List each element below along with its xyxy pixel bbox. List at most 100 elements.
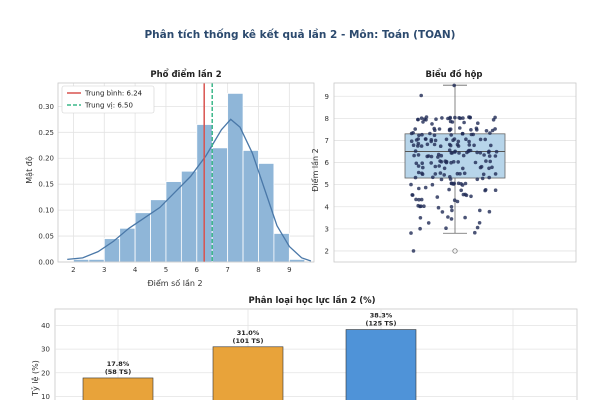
classification-bar-value-label: 17.8% xyxy=(107,360,130,368)
histogram-legend: Trung bình: 6.24 Trung vị: 6.50 xyxy=(61,85,155,114)
data-point xyxy=(440,116,444,120)
data-point xyxy=(409,139,414,143)
data-point xyxy=(449,217,454,221)
outlier-point xyxy=(452,248,458,254)
boxplot-y-tick-label: 6 xyxy=(325,159,330,167)
data-point xyxy=(452,83,457,88)
data-point xyxy=(455,199,460,204)
histogram-x-tick-label: 7 xyxy=(225,266,229,274)
data-point xyxy=(456,139,461,144)
data-point xyxy=(469,128,473,132)
histogram-x-tick-label: 5 xyxy=(164,266,168,274)
histogram-y-tick-label: 0.10 xyxy=(38,207,54,215)
classification-bar xyxy=(212,346,284,404)
data-point xyxy=(421,165,425,170)
data-point xyxy=(421,120,425,124)
data-point xyxy=(411,131,415,135)
classification-panel: Phân loại học lực lần 2 (%) Tỷ lệ (%) 10… xyxy=(30,295,578,404)
data-point xyxy=(439,160,444,164)
classification-y-axis-label: Tỷ lệ (%) xyxy=(30,360,40,397)
data-point xyxy=(483,137,488,142)
classification-title: Phân loại học lực lần 2 (%) xyxy=(248,295,375,306)
data-point xyxy=(431,175,435,180)
data-point xyxy=(434,117,438,121)
classification-y-tick-label: 10 xyxy=(41,393,50,400)
histogram-bar xyxy=(273,233,290,263)
data-point xyxy=(458,172,462,176)
data-point xyxy=(449,133,454,137)
data-point xyxy=(425,154,430,159)
data-point xyxy=(435,195,440,199)
boxplot-y-tick-label: 2 xyxy=(325,247,329,255)
data-point xyxy=(487,175,492,180)
data-point xyxy=(409,231,413,235)
data-point xyxy=(471,132,476,137)
data-point xyxy=(419,197,424,202)
data-point xyxy=(475,225,480,230)
boxplot-y-axis-label: Điểm lần 2 xyxy=(310,148,320,192)
data-point xyxy=(447,148,452,152)
data-point xyxy=(436,155,440,159)
data-point xyxy=(440,210,445,214)
data-point xyxy=(429,138,434,142)
classification-bar-value-label: 31.0% xyxy=(237,329,260,337)
data-point xyxy=(487,209,492,214)
histogram-frame xyxy=(57,82,315,263)
histogram-x-tick-label: 2 xyxy=(71,266,75,274)
data-point xyxy=(464,193,469,198)
data-point xyxy=(468,115,472,120)
data-point xyxy=(464,137,468,141)
data-point xyxy=(423,185,428,190)
data-point xyxy=(461,192,466,197)
histogram-y-tick-label: 0.20 xyxy=(38,155,54,163)
data-point xyxy=(463,181,468,186)
data-point xyxy=(420,132,424,137)
boxplot-frame xyxy=(333,82,577,263)
histogram-panel: Phổ điểm lần 2 Mật độ Điểm số lần 2 0.00… xyxy=(24,68,315,288)
data-point xyxy=(411,143,416,147)
histogram-x-tick-label: 3 xyxy=(102,266,106,274)
histogram-x-tick-label: 8 xyxy=(256,266,260,274)
data-point xyxy=(437,164,442,168)
data-point xyxy=(448,175,452,179)
data-point xyxy=(488,159,493,164)
data-point xyxy=(430,122,434,126)
data-point xyxy=(451,138,455,142)
data-point xyxy=(462,120,466,125)
data-point xyxy=(460,131,465,136)
data-point xyxy=(416,170,421,175)
data-point xyxy=(448,127,453,131)
data-point xyxy=(413,149,418,153)
boxplot-y-tick-label: 4 xyxy=(325,203,330,211)
classification-y-tick-label: 30 xyxy=(41,346,50,354)
data-point xyxy=(416,164,421,168)
histogram-bar xyxy=(211,147,229,263)
histogram-x-tick-label: 4 xyxy=(133,266,138,274)
data-point xyxy=(416,141,421,146)
histogram-y-tick-label: 0.05 xyxy=(38,233,54,241)
data-point xyxy=(490,165,494,170)
data-point xyxy=(453,115,457,120)
data-point xyxy=(490,128,495,133)
data-point xyxy=(417,133,421,138)
data-point xyxy=(478,137,483,142)
data-point xyxy=(475,150,479,155)
data-point xyxy=(489,143,493,148)
data-point xyxy=(493,188,498,192)
data-point xyxy=(438,144,443,148)
data-point xyxy=(420,161,425,165)
data-point xyxy=(484,129,489,133)
data-point xyxy=(418,226,422,231)
data-point xyxy=(468,148,473,153)
data-point xyxy=(422,204,426,208)
data-point xyxy=(412,153,416,158)
classification-y-tick-label: 20 xyxy=(41,369,50,377)
data-point xyxy=(437,127,442,131)
data-point xyxy=(428,131,432,136)
kde-curve xyxy=(67,118,312,262)
data-point xyxy=(414,197,418,202)
data-point xyxy=(416,117,420,122)
data-point xyxy=(449,205,454,209)
data-point xyxy=(426,221,431,225)
